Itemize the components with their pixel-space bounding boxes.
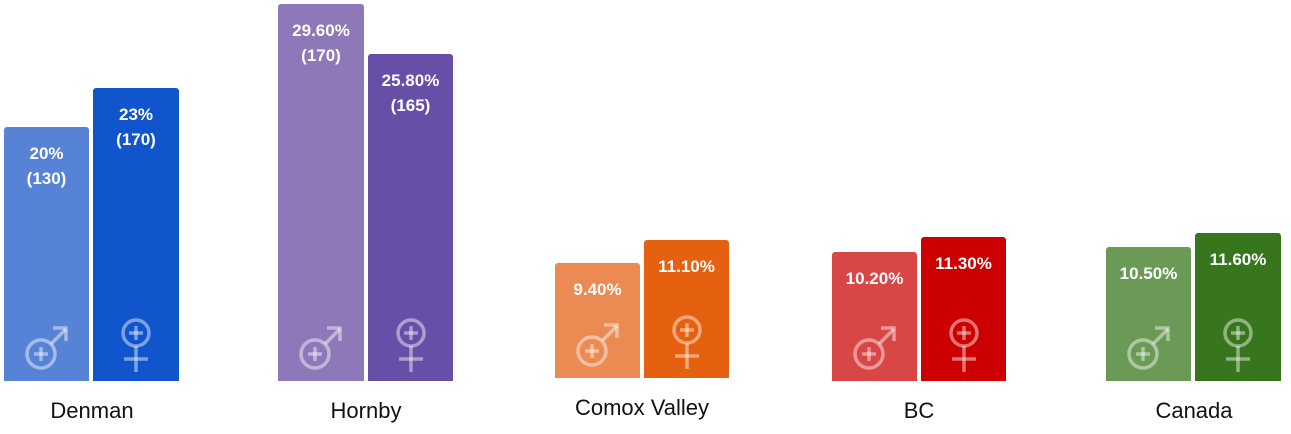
female-icon	[121, 318, 151, 372]
value-label: 11.60%	[1209, 250, 1267, 269]
value-label: 23% (170)	[116, 105, 156, 149]
bar-hornby-male: 29.60% (170)	[278, 4, 364, 381]
category-label-canada: Canada	[1155, 398, 1233, 423]
category-label-hornby: Hornby	[330, 398, 402, 423]
bar-hornby-female: 25.80% (165)	[368, 54, 453, 381]
value-label: 9.40%	[573, 280, 622, 299]
category-label-bc: BC	[903, 398, 935, 423]
female-icon	[395, 318, 426, 372]
bar-comox-female: 11.10%	[644, 240, 729, 378]
value-label: 11.10%	[658, 257, 715, 276]
female-icon	[1223, 318, 1253, 372]
bar-canada-male: 10.50%	[1106, 247, 1191, 381]
bar-canada-female: 11.60%	[1195, 233, 1281, 381]
male-icon	[24, 326, 68, 370]
bar-bc-female: 11.30%	[921, 237, 1006, 381]
male-icon	[1126, 326, 1170, 370]
bar-comox-male: 9.40%	[555, 263, 640, 378]
female-icon	[671, 315, 702, 369]
bar-denman-male: 20% (130)	[4, 127, 89, 381]
male-icon	[299, 326, 342, 370]
value-label: 10.50%	[1119, 264, 1178, 283]
value-label: 20% (130)	[26, 144, 67, 188]
value-label: 11.30%	[935, 254, 992, 273]
value-label: 25.80% (165)	[381, 71, 440, 115]
value-label: 10.20%	[845, 269, 904, 288]
male-icon	[575, 323, 619, 367]
bar-bc-male: 10.20%	[832, 252, 917, 381]
category-label-comox-valley: Comox Valley	[574, 395, 710, 420]
bar-denman-female: 23% (170)	[93, 88, 179, 381]
female-icon	[948, 318, 979, 372]
value-label: 29.60% (170)	[292, 21, 350, 65]
male-icon	[852, 326, 896, 370]
category-label-denman: Denman	[50, 398, 134, 423]
